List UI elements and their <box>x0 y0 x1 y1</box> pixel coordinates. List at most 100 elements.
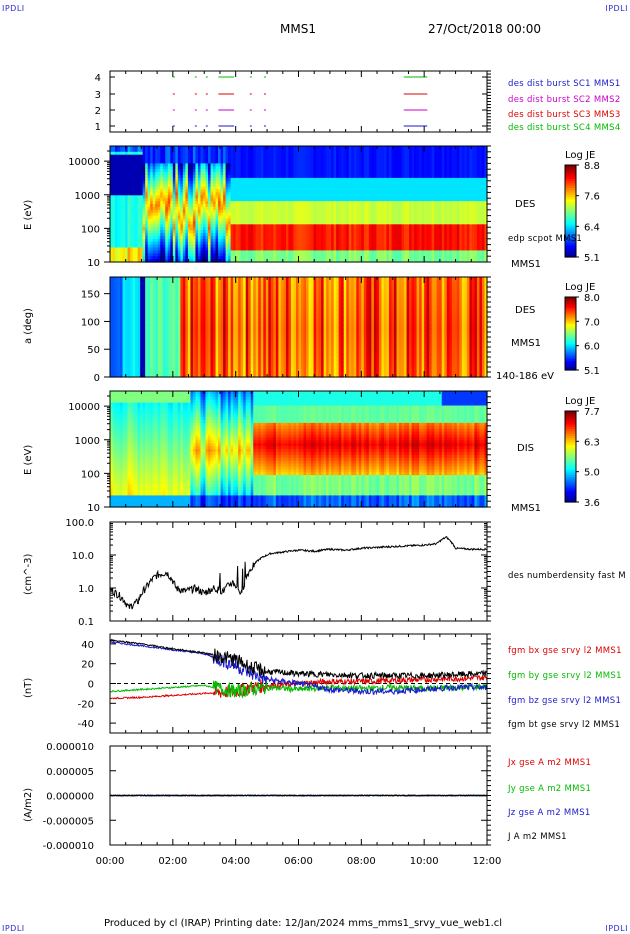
heatmap-cell <box>301 235 305 240</box>
date-title: 27/Oct/2018 00:00 <box>428 22 542 36</box>
heatmap-cell <box>401 221 405 225</box>
heatmap-cell <box>288 204 292 208</box>
heatmap-cell <box>115 253 119 257</box>
heatmap-cell <box>263 218 267 222</box>
heatmap-cell <box>187 227 192 231</box>
heatmap-cell <box>406 148 410 153</box>
heatmap-cell <box>225 148 229 153</box>
heatmap-cell <box>248 154 252 159</box>
heatmap-cell <box>160 224 164 228</box>
heatmap-cell <box>265 189 269 193</box>
heatmap-cell <box>260 253 264 257</box>
heatmap-cell <box>135 238 139 243</box>
heatmap-cell <box>311 259 315 263</box>
heatmap-cell <box>323 189 327 193</box>
heatmap-cell <box>290 250 295 254</box>
heatmap-cell <box>323 148 327 153</box>
heatmap-cell <box>396 259 400 263</box>
heatmap-cell <box>333 204 337 208</box>
heatmap-cell <box>318 209 322 214</box>
heatmap-cell <box>285 180 290 185</box>
heatmap-cell <box>253 189 257 193</box>
heatmap-cell <box>361 146 365 150</box>
heatmap-cell <box>235 163 239 167</box>
heatmap-cell <box>376 224 380 228</box>
heatmap-cell <box>155 230 159 234</box>
heatmap-cell <box>383 177 388 182</box>
heatmap-cell <box>383 241 388 246</box>
heatmap-cell <box>233 241 237 246</box>
heatmap-cell <box>265 253 269 257</box>
heatmap-cell <box>255 186 259 191</box>
heatmap-cell <box>218 253 222 257</box>
heatmap-cell <box>293 256 297 260</box>
heatmap-cell <box>192 192 197 196</box>
heatmap-cell <box>165 247 169 251</box>
heatmap-cell <box>225 221 229 225</box>
heatmap-cell <box>336 233 340 237</box>
heatmap-cell <box>371 227 375 231</box>
heatmap-cell <box>386 250 390 254</box>
heatmap-cell <box>140 157 144 162</box>
heatmap-cell <box>200 215 204 220</box>
heatmap-cell <box>288 172 292 176</box>
heatmap-cell <box>316 244 320 249</box>
heatmap-cell <box>122 238 126 243</box>
heatmap-cell <box>258 233 262 237</box>
heatmap-cell <box>388 241 393 246</box>
heatmap-cell <box>253 256 257 260</box>
heatmap-cell <box>170 215 174 220</box>
heatmap-cell <box>208 244 212 249</box>
heatmap-cell <box>411 172 415 176</box>
heatmap-cell <box>150 244 154 249</box>
heatmap-cell <box>112 238 116 243</box>
heatmap-cell <box>215 212 219 217</box>
heatmap-cell <box>150 212 154 217</box>
heatmap-cell <box>306 169 310 173</box>
heatmap-cell <box>137 253 141 257</box>
heatmap-cell <box>115 235 119 240</box>
heatmap-cell <box>394 233 398 237</box>
heatmap-cell <box>411 204 415 208</box>
heatmap-cell <box>245 175 249 179</box>
heatmap-cell <box>243 195 247 199</box>
heatmap-cell <box>283 235 287 240</box>
heatmap-cell <box>208 247 212 251</box>
heatmap-cell <box>253 206 257 211</box>
heatmap-cell <box>293 177 297 182</box>
heatmap-cell <box>253 166 257 170</box>
heatmap-cell <box>135 250 139 254</box>
heatmap-cell <box>328 157 332 162</box>
heatmap-cell <box>258 186 262 191</box>
heatmap-cell <box>155 253 159 257</box>
heatmap-cell <box>157 227 161 231</box>
heatmap-cell <box>210 175 214 179</box>
heatmap-cell <box>180 160 184 164</box>
heatmap-cell <box>358 146 362 150</box>
heatmap-cell <box>363 256 367 260</box>
heatmap-cell <box>240 253 244 257</box>
heatmap-cell <box>135 198 139 202</box>
heatmap-cell <box>162 163 166 167</box>
heatmap-cell <box>220 259 224 263</box>
heatmap-cell <box>343 180 347 185</box>
heatmap-cell <box>318 230 322 234</box>
heatmap-cell <box>182 227 186 231</box>
heatmap-cell <box>150 206 154 211</box>
heatmap-cell <box>115 201 119 205</box>
heatmap-cell <box>245 183 249 188</box>
heatmap-cell <box>132 230 136 234</box>
heatmap-cell <box>409 253 413 257</box>
heatmap-cell <box>383 163 388 167</box>
heatmap-cell <box>230 192 234 196</box>
heatmap-cell <box>162 238 166 243</box>
heatmap-cell <box>200 259 204 263</box>
heatmap-cell <box>160 180 164 185</box>
heatmap-cell <box>288 227 292 231</box>
heatmap-cell <box>245 212 249 217</box>
heatmap-cell <box>235 169 239 173</box>
heatmap-cell <box>348 233 352 237</box>
heatmap-cell <box>135 256 139 260</box>
heatmap-cell <box>308 212 312 217</box>
heatmap-cell <box>208 148 212 153</box>
